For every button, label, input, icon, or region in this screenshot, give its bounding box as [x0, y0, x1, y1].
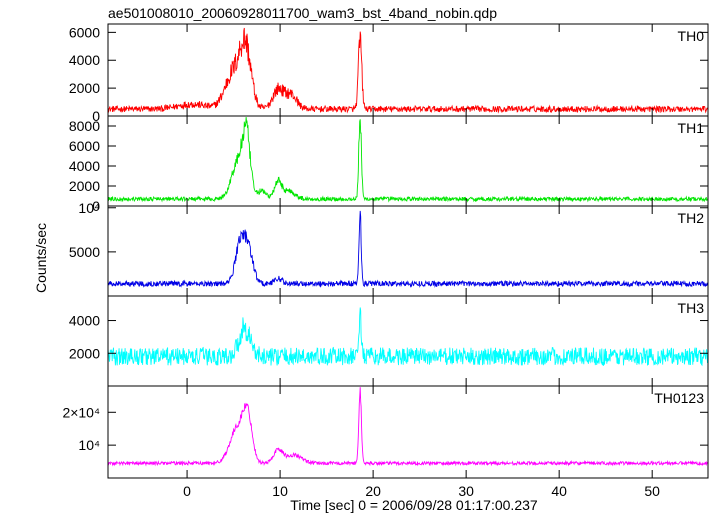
y-tick-label: 4000	[69, 52, 100, 68]
y-tick-label: 10⁴	[78, 200, 100, 216]
chart-title: ae501008010_20060928011700_wam3_bst_4ban…	[108, 5, 497, 21]
panel-frame	[107, 23, 709, 117]
y-tick-label: 0	[92, 198, 100, 214]
x-tick-label: 10	[272, 483, 288, 499]
panel-th2: 5000 10⁴ TH2	[69, 200, 709, 297]
y-tick-label: 2000	[69, 345, 100, 361]
panel-frame	[107, 295, 709, 387]
series-line-th3	[107, 307, 709, 367]
y-tick-label: 2000	[69, 178, 100, 194]
y-axis-label: Counts/sec	[33, 223, 49, 293]
series-line-th0123	[107, 387, 709, 467]
panel-label: TH0123	[654, 390, 704, 406]
panel-th0: 0 2000 4000 6000 TH0	[69, 23, 709, 124]
y-tick-label: 8000	[69, 118, 100, 134]
panel-label: TH2	[678, 210, 705, 226]
y-tick-label: 0	[92, 108, 100, 124]
series-line-th2	[107, 210, 709, 288]
y-tick-label: 4000	[69, 158, 100, 174]
y-tick-label: 6000	[69, 138, 100, 154]
panel-label: TH1	[678, 120, 705, 136]
y-tick-label: 2×10⁴	[62, 404, 100, 420]
series-line-th0	[108, 27, 709, 114]
panel-th3: 2000 4000 TH3	[69, 295, 709, 387]
panel-label: TH0	[678, 28, 705, 44]
x-tick-label: 20	[365, 483, 381, 499]
panel-th0123: 10⁴ 2×10⁴ TH0123	[62, 385, 709, 479]
panel-frame	[107, 385, 709, 479]
x-tick-label: 40	[551, 483, 567, 499]
panel-th1: 0 2000 4000 6000 8000 TH1	[69, 115, 709, 214]
x-tick-label: 50	[644, 483, 660, 499]
y-tick-label: 4000	[69, 313, 100, 329]
panel-frame	[107, 115, 709, 207]
y-tick-label: 10⁴	[78, 437, 100, 453]
panel-label: TH3	[678, 300, 705, 316]
y-tick-label: 2000	[69, 80, 100, 96]
x-tick-label: 0	[183, 483, 191, 499]
y-tick-label: 5000	[69, 244, 100, 260]
x-axis-label: Time [sec] 0 = 2006/09/28 01:17:00.237	[290, 497, 538, 513]
series-line-th1	[107, 117, 709, 203]
x-tick-label: 30	[458, 483, 474, 499]
y-tick-label: 6000	[69, 24, 100, 40]
